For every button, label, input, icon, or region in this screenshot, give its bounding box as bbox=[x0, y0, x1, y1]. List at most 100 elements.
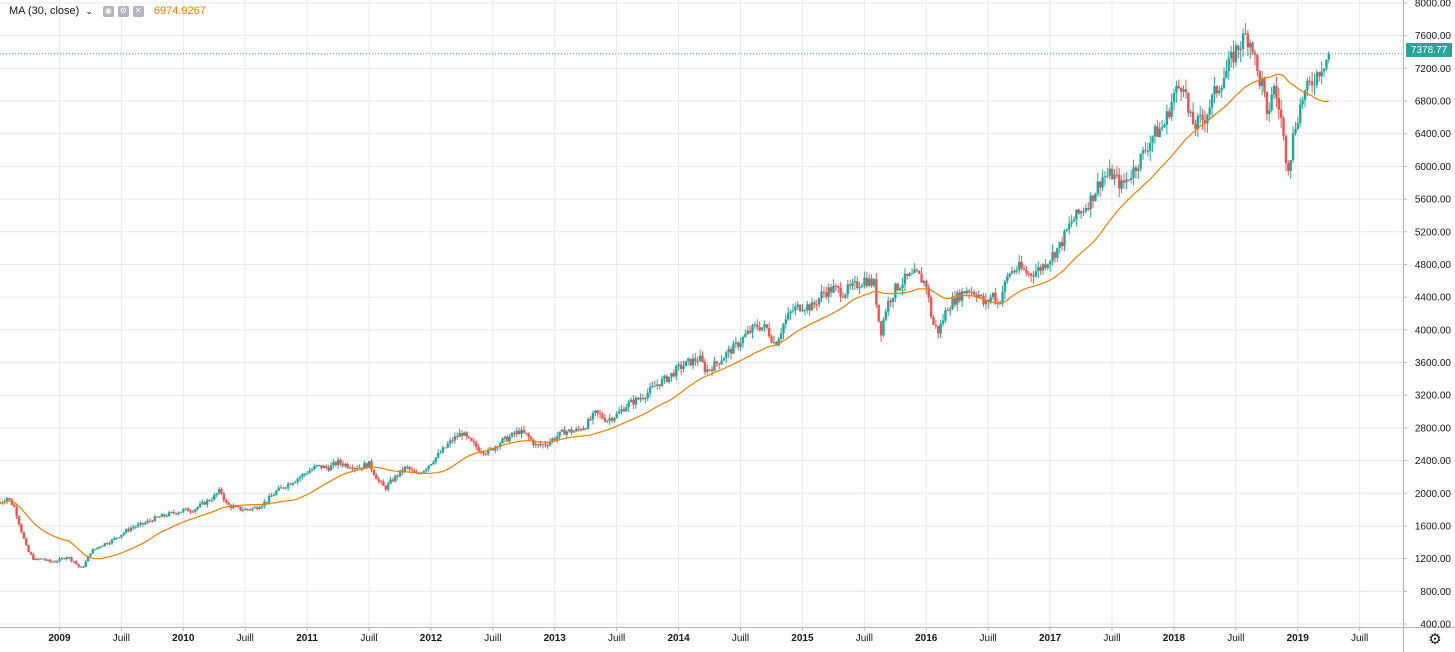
candle-body bbox=[667, 376, 671, 383]
time-axis-label: 2019 bbox=[1287, 633, 1310, 644]
candle bbox=[608, 413, 611, 426]
candle bbox=[1196, 112, 1200, 138]
candle bbox=[1153, 123, 1157, 145]
candle bbox=[744, 329, 747, 338]
candle bbox=[241, 507, 245, 513]
candle-body bbox=[975, 295, 978, 298]
candle bbox=[1315, 69, 1319, 89]
candle-body bbox=[898, 288, 902, 291]
candle bbox=[60, 556, 64, 560]
candle bbox=[1132, 159, 1135, 186]
candle-body bbox=[529, 436, 533, 440]
candle-body bbox=[1079, 211, 1083, 214]
candle bbox=[1084, 203, 1088, 214]
candle-body bbox=[803, 309, 807, 311]
candle-body bbox=[403, 466, 407, 472]
candle-body bbox=[72, 561, 76, 563]
candle bbox=[918, 270, 921, 275]
close-icon[interactable]: ✕ bbox=[132, 5, 144, 17]
candle bbox=[953, 290, 957, 308]
candle-body bbox=[760, 327, 764, 331]
candle bbox=[682, 360, 685, 373]
candle-body bbox=[684, 360, 688, 367]
settings-icon[interactable]: ⚙ bbox=[117, 5, 129, 17]
candle bbox=[334, 461, 337, 467]
candle-body bbox=[1225, 70, 1228, 79]
candle-body bbox=[820, 291, 823, 299]
candle bbox=[529, 435, 533, 441]
candle bbox=[379, 479, 383, 485]
candle-body bbox=[298, 476, 302, 479]
candle-body bbox=[120, 534, 123, 538]
price-axis-label: 4400.00 bbox=[1415, 293, 1452, 304]
gear-icon[interactable]: ⚙ bbox=[1428, 631, 1442, 648]
candle-body bbox=[189, 511, 192, 513]
candle bbox=[1115, 166, 1119, 179]
candle bbox=[1213, 76, 1216, 104]
candle bbox=[451, 437, 454, 444]
candle bbox=[372, 469, 376, 477]
candle-body bbox=[579, 429, 583, 431]
candle bbox=[1284, 134, 1288, 172]
candle-body bbox=[544, 444, 547, 446]
candle-body bbox=[79, 566, 83, 568]
candle-body bbox=[1029, 273, 1033, 276]
price-axis[interactable]: 400.00 800.00 1200.00 1600.00 2000.00 2400.00… bbox=[1403, 0, 1451, 631]
candle bbox=[1137, 164, 1140, 180]
candle bbox=[551, 437, 554, 444]
candle-body bbox=[744, 334, 747, 337]
candle-body bbox=[372, 469, 376, 475]
candle-body bbox=[513, 432, 516, 435]
candle-body bbox=[389, 479, 392, 484]
candle-body bbox=[1182, 89, 1185, 92]
candle bbox=[382, 479, 385, 486]
study-legend-name[interactable]: MA (30, close) bbox=[9, 5, 80, 17]
candle-body bbox=[1315, 72, 1319, 85]
candle-body bbox=[725, 352, 728, 358]
candle-body bbox=[953, 297, 957, 305]
candle bbox=[525, 432, 528, 436]
time-axis-label: 2010 bbox=[172, 633, 195, 644]
candle bbox=[348, 465, 352, 470]
candle-body bbox=[53, 561, 56, 563]
candle bbox=[556, 432, 559, 444]
candle-body bbox=[1246, 33, 1250, 48]
candle-body bbox=[194, 509, 197, 512]
candle bbox=[698, 349, 702, 362]
candle-body bbox=[679, 364, 683, 370]
candle bbox=[829, 283, 833, 298]
candle-body bbox=[101, 545, 104, 547]
study-legend[interactable]: MA (30, close) ⌄ ◉ ⚙ ✕ 6974.9267 bbox=[9, 3, 206, 19]
eye-icon[interactable]: ◉ bbox=[102, 5, 114, 17]
candle-body bbox=[853, 281, 857, 283]
price-axis-label: 2000.00 bbox=[1415, 489, 1452, 500]
candle bbox=[808, 303, 811, 316]
candle-body bbox=[446, 443, 449, 448]
candle bbox=[998, 300, 1002, 304]
candle-body bbox=[39, 558, 42, 560]
time-axis-label: 2015 bbox=[791, 633, 814, 644]
chevron-down-icon[interactable]: ⌄ bbox=[85, 5, 93, 16]
candle-body bbox=[834, 285, 838, 287]
candle-body bbox=[406, 466, 409, 468]
candle bbox=[275, 489, 278, 496]
candle-body bbox=[932, 316, 935, 325]
time-axis[interactable]: 2009 Juill 2010 Juill 2011 Juill 2012 Juill 2013… bbox=[48, 627, 1368, 644]
candle bbox=[906, 273, 909, 280]
candle-body bbox=[777, 338, 780, 346]
candle bbox=[765, 323, 768, 330]
candle-body bbox=[658, 384, 661, 387]
candle bbox=[320, 465, 323, 470]
price-axis-label: 400.00 bbox=[1420, 620, 1451, 631]
candle bbox=[1308, 76, 1311, 86]
candle bbox=[501, 437, 504, 444]
candle bbox=[1113, 169, 1116, 185]
candle-body bbox=[134, 526, 137, 528]
candle bbox=[1013, 268, 1016, 275]
candle bbox=[1170, 93, 1173, 121]
candle-body bbox=[1163, 124, 1166, 128]
candle bbox=[46, 559, 49, 562]
candle bbox=[1096, 172, 1100, 197]
